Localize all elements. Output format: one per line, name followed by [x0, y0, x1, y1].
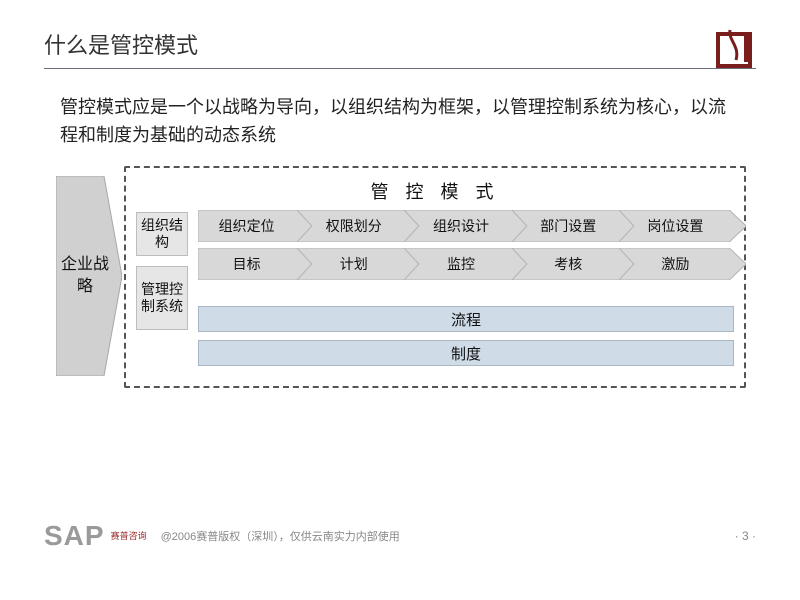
slide-root: 什么是管控模式 管控模式应是一个以战略为导向，以组织结构为框架，以管理控制系统为… — [0, 0, 800, 600]
chevron-cell: 岗位设置 — [627, 210, 734, 242]
chevron-cell: 计划 — [305, 248, 412, 280]
copyright-text: @2006赛普版权（深圳），仅供云南实力内部使用 — [161, 528, 400, 544]
category-box-org: 组织结构 — [136, 212, 188, 256]
strategy-arrow-label: 企业战略 — [56, 254, 114, 297]
page-number: · 3 · — [735, 529, 756, 543]
title-row: 什么是管控模式 — [44, 28, 756, 68]
chevron-cell: 部门设置 — [520, 210, 627, 242]
strategy-arrow: 企业战略 — [56, 176, 122, 376]
chevron-cell: 监控 — [412, 248, 519, 280]
process-bar-2: 制度 — [198, 340, 734, 366]
chevron-row-2: 目标 计划 监控 考核 激励 — [198, 248, 734, 280]
category-box-mgmt: 管理控制系统 — [136, 266, 188, 330]
chevron-cell: 目标 — [198, 248, 305, 280]
footer: SAP 赛普咨询 @2006赛普版权（深圳），仅供云南实力内部使用 · 3 · — [44, 520, 756, 552]
sap-logo: SAP 赛普咨询 — [44, 520, 147, 552]
chevron-cell: 组织定位 — [198, 210, 305, 242]
subtitle-text: 管控模式应是一个以战略为导向，以组织结构为框架，以管理控制系统为核心，以流程和制… — [60, 94, 740, 150]
chevron-cell: 组织设计 — [412, 210, 519, 242]
footer-left: SAP 赛普咨询 @2006赛普版权（深圳），仅供云南实力内部使用 — [44, 520, 400, 552]
top-logo — [712, 28, 756, 72]
page-title: 什么是管控模式 — [44, 28, 198, 60]
process-bar-1: 流程 — [198, 306, 734, 332]
diagram: 管 控 模 式 企业战略 组织结构 管理控制系统 组织定位 权限划分 组织设计 — [56, 166, 746, 388]
diagram-caption: 管 控 模 式 — [124, 178, 746, 204]
chevron-row-1: 组织定位 权限划分 组织设计 部门设置 岗位设置 — [198, 210, 734, 242]
chevron-cell: 考核 — [520, 248, 627, 280]
chevron-cell: 激励 — [627, 248, 734, 280]
chevron-cell: 权限划分 — [305, 210, 412, 242]
title-divider — [44, 68, 756, 69]
